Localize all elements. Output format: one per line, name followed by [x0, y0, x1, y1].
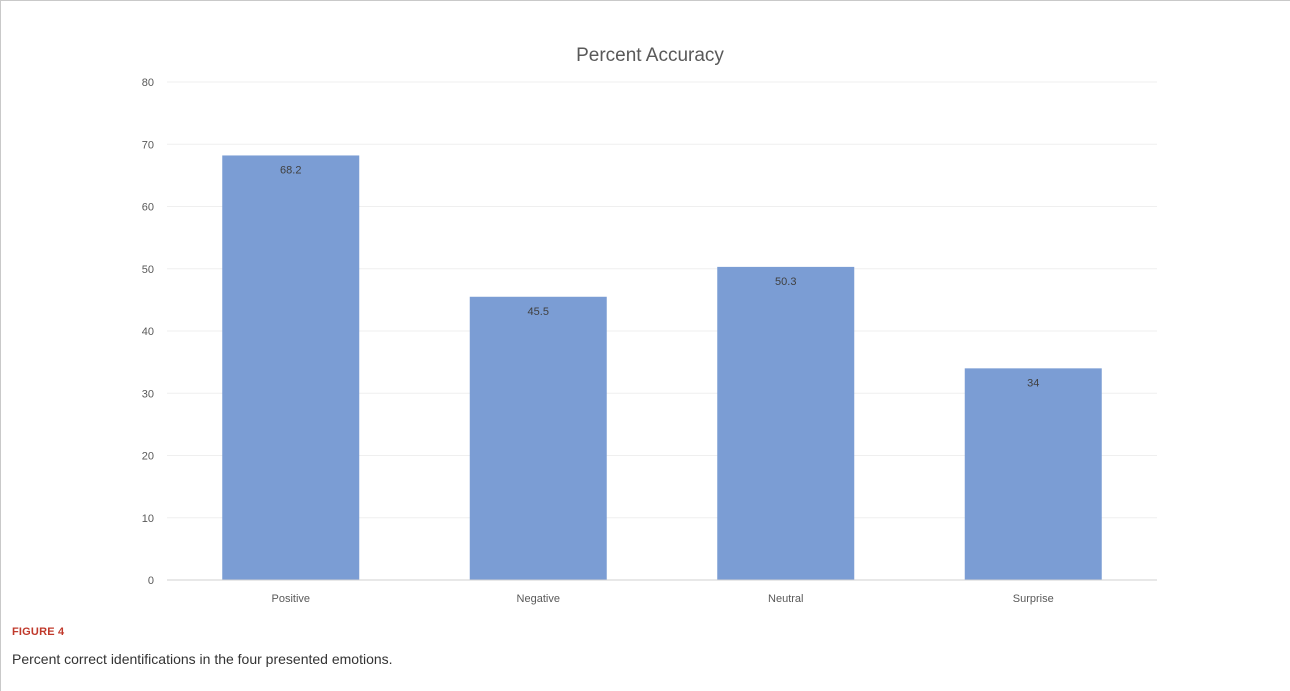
x-tick-label: Positive [271, 593, 310, 605]
y-tick-label: 60 [142, 202, 154, 214]
bar-chart: Percent Accuracy 0 10 20 30 40 50 60 70 80 68.2 4… [142, 45, 1157, 605]
chart-title: Percent Accuracy [576, 45, 724, 66]
bars [222, 155, 1102, 580]
y-axis-ticks: 0 10 20 30 40 50 60 70 80 [142, 77, 154, 587]
data-label: 68.2 [280, 164, 301, 176]
x-axis-ticks: Positive Negative Neutral Surprise [271, 593, 1053, 605]
y-tick-label: 40 [142, 326, 154, 338]
x-tick-label: Neutral [768, 593, 803, 605]
y-tick-label: 0 [148, 575, 154, 587]
bar-surprise [964, 368, 1102, 580]
y-tick-label: 10 [142, 513, 154, 525]
y-tick-label: 80 [142, 77, 154, 89]
bar-negative [469, 296, 607, 580]
figure-label: FIGURE 4 [12, 626, 65, 638]
y-tick-label: 50 [142, 264, 154, 276]
data-label: 34 [1027, 377, 1039, 389]
data-labels: 68.2 45.5 50.3 34 [280, 164, 1039, 389]
bar-positive [222, 155, 360, 580]
y-tick-label: 70 [142, 139, 154, 151]
x-tick-label: Negative [517, 593, 560, 605]
y-tick-label: 20 [142, 451, 154, 463]
data-label: 50.3 [775, 276, 796, 288]
gridlines [167, 81, 1157, 519]
bar-neutral [717, 266, 855, 580]
y-tick-label: 30 [142, 388, 154, 400]
x-tick-label: Surprise [1013, 593, 1054, 605]
figure-caption: Percent correct identifications in the f… [12, 651, 393, 667]
data-label: 45.5 [528, 306, 549, 318]
